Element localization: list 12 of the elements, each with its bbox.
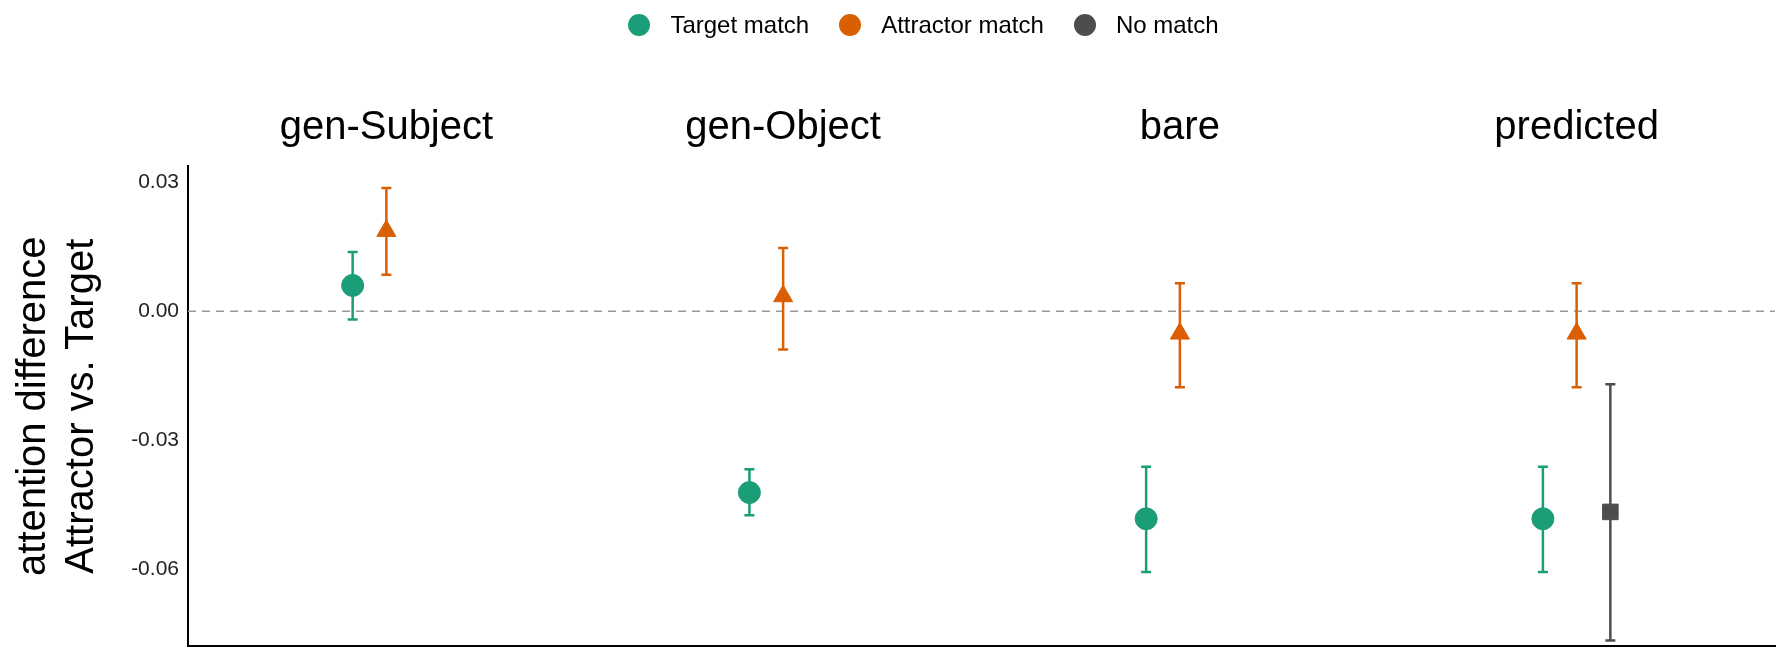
x-tick-label: predicted xyxy=(1494,103,1659,148)
legend-label: Target match xyxy=(670,11,810,39)
y-tick-label: -0.06 xyxy=(131,555,179,579)
y-tick-label: 0.03 xyxy=(138,169,179,193)
x-tick-label: bare xyxy=(1139,103,1220,148)
legend-label: No match xyxy=(1115,11,1219,39)
y-tick-label: 0.00 xyxy=(138,298,179,322)
x-tick-label: gen-Subject xyxy=(279,103,494,148)
x-tick-label: gen-Object xyxy=(685,103,881,148)
y-axis-title: attention difference Attractor vs. Target xyxy=(9,236,102,576)
y-tick-label: -0.03 xyxy=(131,426,179,450)
legend-label: Attractor match xyxy=(881,11,1044,39)
